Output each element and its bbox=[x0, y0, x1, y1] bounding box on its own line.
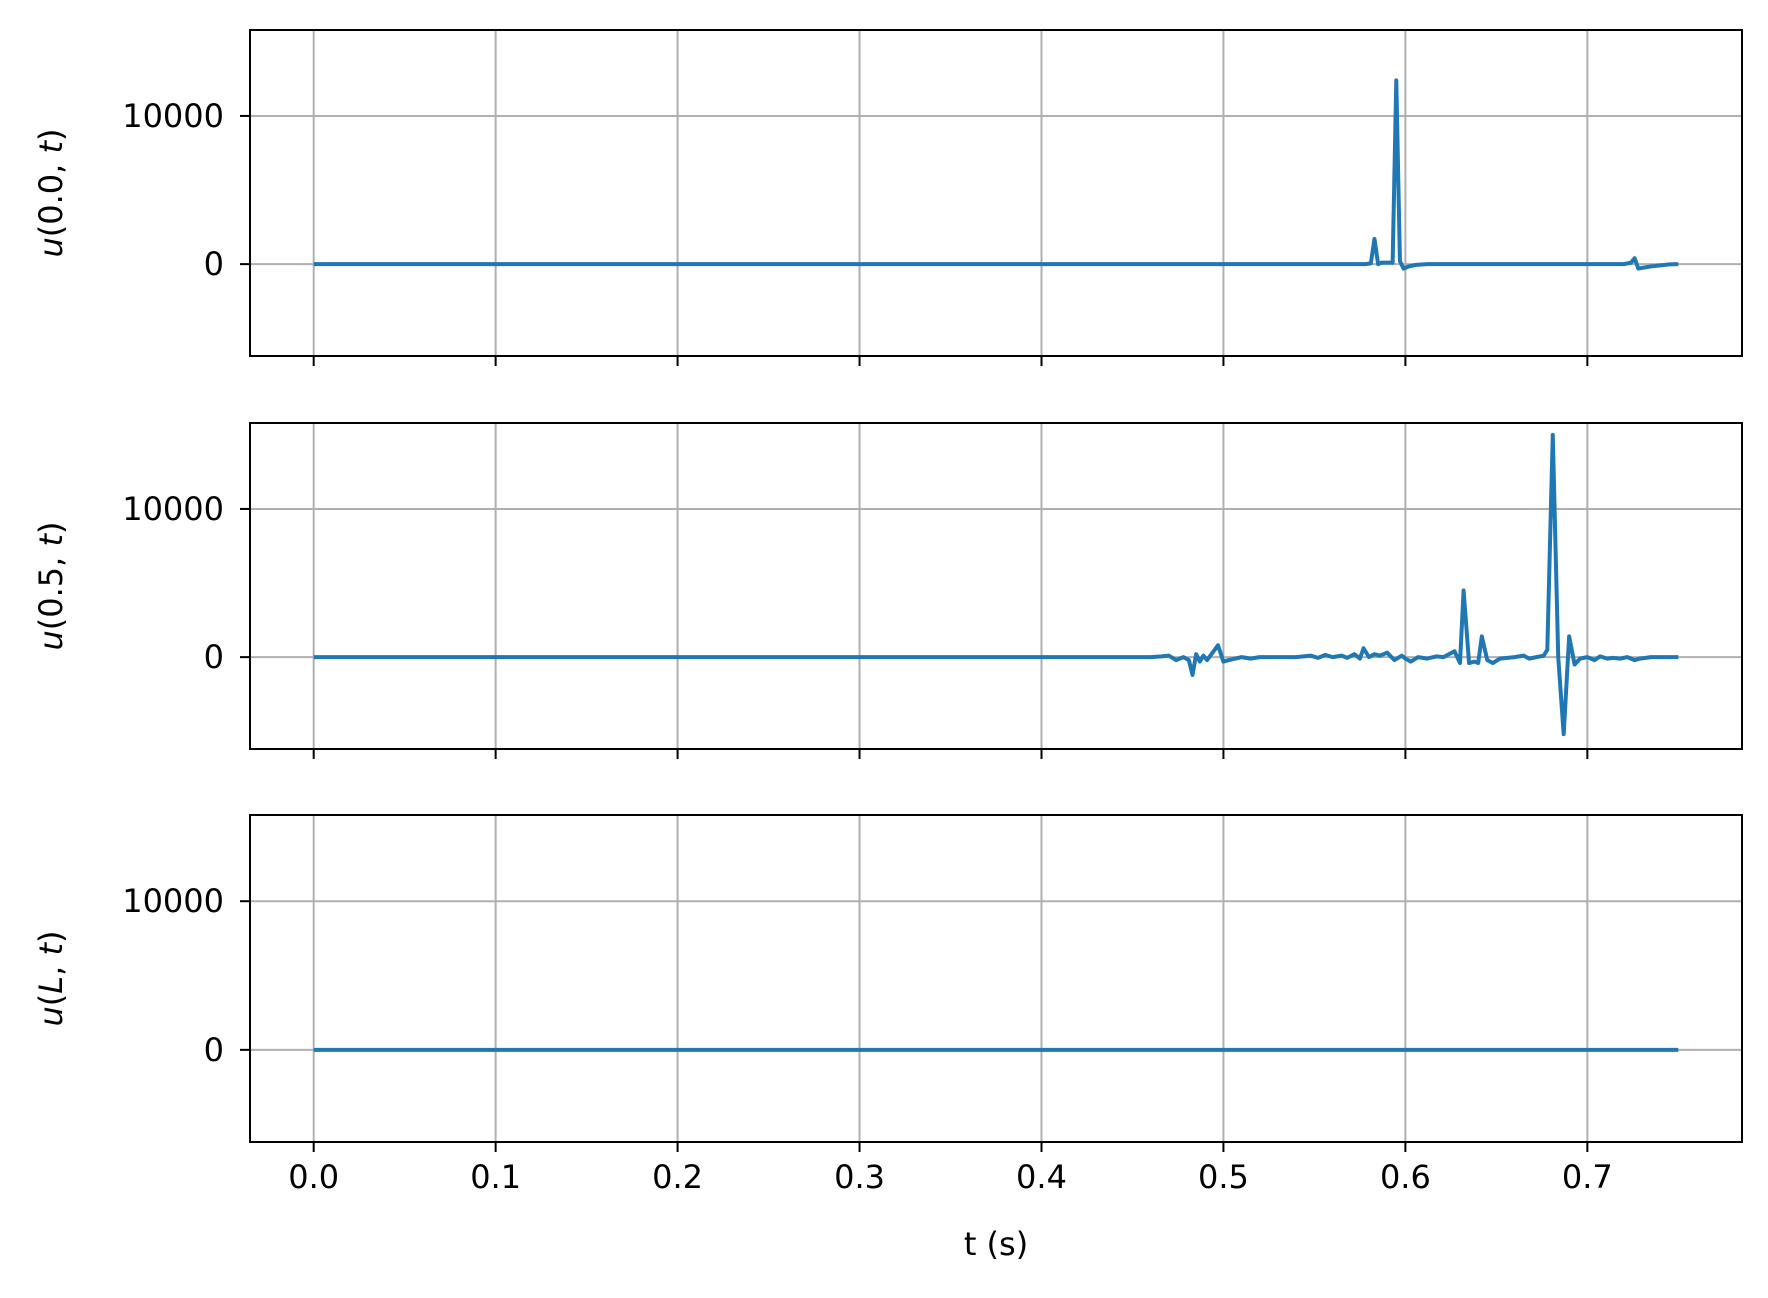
y-tick-label: 0 bbox=[204, 1031, 224, 1069]
x-tick-label: 0.1 bbox=[470, 1158, 521, 1196]
x-tick-label: 0.3 bbox=[834, 1158, 885, 1196]
y-tick-label: 10000 bbox=[122, 882, 224, 920]
x-axis-label: t (s) bbox=[964, 1225, 1028, 1263]
x-tick-label: 0.6 bbox=[1380, 1158, 1431, 1196]
x-tick-label: 0.0 bbox=[288, 1158, 339, 1196]
subplot-3: 0.0 0.1 0.2 0.3 0.4 0.5 0.6 0.7 0 10000 u(L, t) t (… bbox=[32, 814, 1743, 1263]
axes-frame bbox=[249, 814, 1743, 1143]
subplot-2: 0 10000 u(0.5, t) bbox=[32, 422, 1743, 759]
x-tick-label: 0.2 bbox=[652, 1158, 703, 1196]
series-line bbox=[313, 78, 1679, 271]
x-tick-label: 0.4 bbox=[1016, 1158, 1067, 1196]
series-line bbox=[313, 432, 1679, 737]
y-tick-label: 0 bbox=[204, 638, 224, 676]
axes-frame bbox=[249, 29, 1743, 357]
subplot-1: 0 10000 u(0.0, t) bbox=[32, 29, 1743, 366]
y-axis-label: u(0.5, t) bbox=[32, 521, 70, 650]
axes-frame bbox=[249, 422, 1743, 750]
x-tick-label: 0.5 bbox=[1198, 1158, 1249, 1196]
y-axis-label: u(0.0, t) bbox=[32, 128, 70, 257]
y-tick-label: 0 bbox=[204, 245, 224, 283]
y-tick-label: 10000 bbox=[122, 490, 224, 528]
y-axis-label: u(L, t) bbox=[32, 931, 70, 1027]
x-tick-label: 0.7 bbox=[1562, 1158, 1613, 1196]
y-tick-label: 10000 bbox=[122, 97, 224, 135]
